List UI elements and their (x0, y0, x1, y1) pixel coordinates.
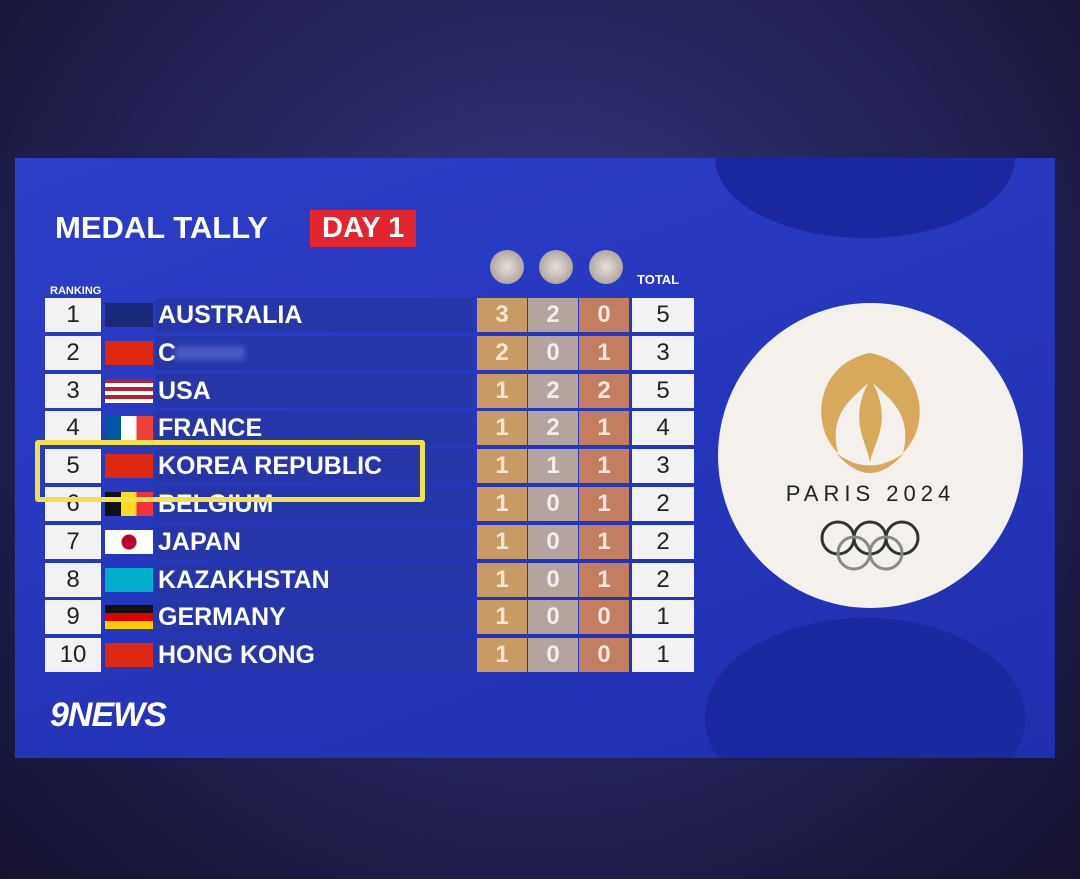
bronze-cell: 1 (579, 449, 629, 484)
gold-cell: 3 (477, 298, 527, 332)
gold-cell: 1 (477, 524, 527, 559)
country-name: FRANCE (158, 414, 263, 443)
silver-cell: 0 (528, 487, 578, 521)
country-name: AUSTRALIA (158, 301, 303, 329)
rank-cell: 10 (45, 638, 101, 673)
country-bar (155, 524, 473, 559)
gold-cell: 2 (477, 335, 527, 370)
gold-cell: 1 (477, 373, 527, 408)
lips (836, 453, 904, 473)
bronze-cell: 0 (579, 638, 629, 673)
rank-cell: 4 (45, 411, 101, 446)
bronze-medal-icon (589, 250, 623, 284)
flag (105, 378, 153, 403)
total-cell: 1 (632, 600, 694, 635)
silver-cell: 0 (528, 335, 578, 370)
flag (105, 605, 153, 630)
ranking-label: RANKING (50, 285, 102, 297)
rank-cell: 6 (45, 487, 101, 521)
silver-cell: 2 (528, 411, 578, 446)
rank-cell: 9 (45, 600, 101, 635)
country-bar (155, 600, 473, 635)
total-label: TOTAL (637, 272, 680, 287)
gold-cell: 1 (477, 600, 527, 635)
flag (105, 529, 153, 554)
total-cell: 3 (632, 449, 694, 484)
gold-cell: 1 (477, 562, 527, 597)
news-logo: 9NEWS (50, 696, 167, 734)
gold-cell: 1 (477, 638, 527, 673)
rank-cell: 8 (45, 562, 101, 597)
day-badge: DAY 1 (310, 210, 417, 247)
blurred-text (175, 345, 245, 360)
flag (105, 416, 153, 441)
total-cell: 4 (632, 411, 694, 446)
deco-circle (715, 158, 1015, 238)
country-name: HONG KONG (158, 641, 315, 670)
country-bar (155, 373, 473, 408)
flag (105, 492, 153, 516)
country-bar (155, 411, 473, 446)
rank-cell: 5 (45, 449, 101, 484)
rank-cell: 1 (45, 298, 101, 332)
broadcast-screen: MEDAL TALLY DAY 1 RANKING TOTAL 1 AUSTRAL… (15, 158, 1055, 758)
rank-cell: 3 (45, 373, 101, 408)
logo-art (820, 353, 920, 571)
total-cell: 5 (632, 373, 694, 408)
country-bar (155, 562, 473, 597)
country-bar (155, 638, 473, 673)
country-name: GERMANY (158, 603, 286, 632)
silver-cell: 0 (528, 524, 578, 559)
silver-cell: 2 (528, 298, 578, 332)
bronze-cell: 2 (579, 373, 629, 408)
silver-cell: 2 (528, 373, 578, 408)
total-cell: 2 (632, 524, 694, 559)
title: MEDAL TALLY (55, 210, 268, 245)
country-name: KOREA REPUBLIC (158, 452, 383, 481)
silver-cell: 0 (528, 638, 578, 673)
total-cell: 3 (632, 335, 694, 370)
deco-circle (705, 618, 1025, 758)
bronze-cell: 1 (579, 524, 629, 559)
bronze-cell: 0 (579, 600, 629, 635)
rank-cell: 7 (45, 524, 101, 559)
bronze-cell: 1 (579, 335, 629, 370)
country-name: BELGIUM (158, 490, 274, 518)
total-cell: 5 (632, 298, 694, 332)
silver-medal-icon (539, 250, 573, 284)
rank-cell: 2 (45, 335, 101, 370)
country-name: KAZAKHSTAN (158, 565, 330, 594)
flag (105, 454, 153, 479)
flame (821, 353, 920, 463)
country-name: JAPAN (158, 527, 241, 556)
bronze-cell: 0 (579, 298, 629, 332)
gold-cell: 1 (477, 487, 527, 521)
gold-medal-icon (490, 250, 524, 284)
total-cell: 2 (632, 487, 694, 521)
highlight-box (35, 440, 425, 502)
bronze-cell: 1 (579, 411, 629, 446)
paris-logo: PARIS 2024 (718, 303, 1023, 608)
bronze-cell: 1 (579, 562, 629, 597)
country-bar (155, 298, 473, 332)
gold-cell: 1 (477, 449, 527, 484)
silver-cell: 1 (528, 449, 578, 484)
country-name: C (158, 338, 177, 367)
olympic-rings (820, 520, 920, 571)
paris-text: PARIS 2024 (785, 481, 956, 506)
total-cell: 2 (632, 562, 694, 597)
flag (105, 567, 153, 592)
bronze-cell: 1 (579, 487, 629, 521)
flag (105, 340, 153, 365)
country-name: USA (158, 376, 211, 405)
total-cell: 1 (632, 638, 694, 673)
silver-cell: 0 (528, 562, 578, 597)
flag (105, 303, 153, 327)
gold-cell: 1 (477, 411, 527, 446)
silver-cell: 0 (528, 600, 578, 635)
flag (105, 643, 153, 668)
